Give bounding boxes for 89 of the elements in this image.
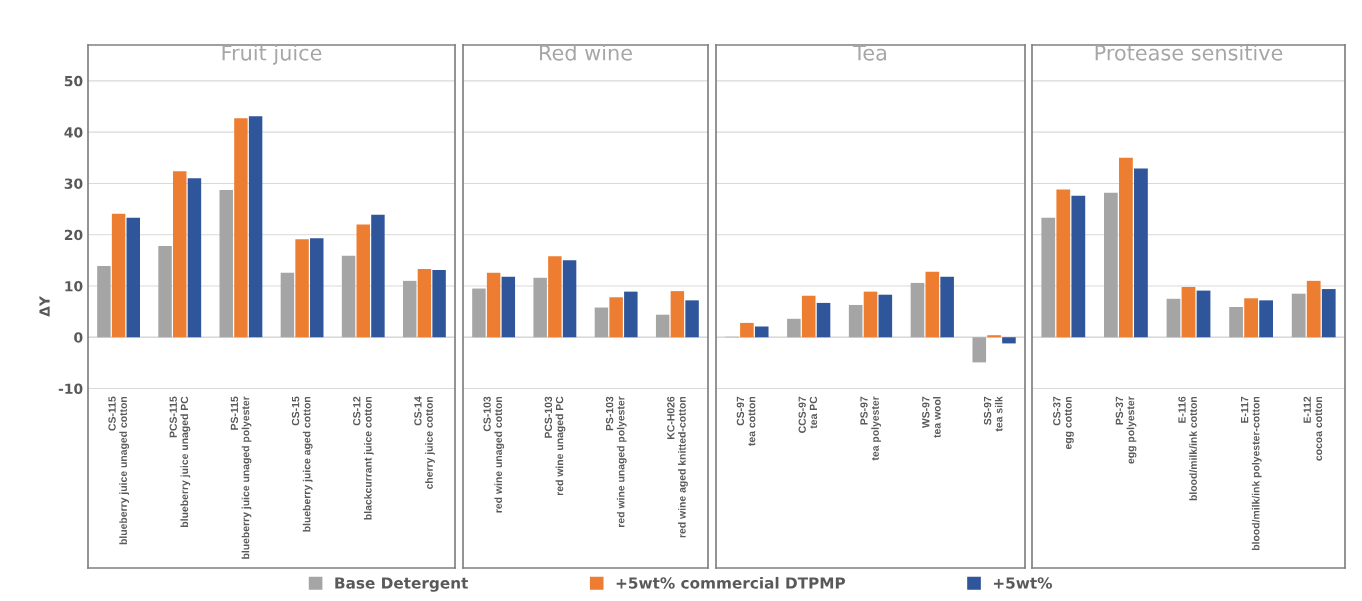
x-tick-label: WS-97 tea wool [922, 396, 941, 438]
bar [925, 271, 940, 338]
y-tick-label: 0 [74, 332, 83, 343]
bar [310, 238, 324, 338]
bar [97, 265, 111, 338]
x-tick-label: PCS-103 red wine unaged PC [544, 396, 566, 496]
x-tick-label: CCS-97 tea PC [798, 396, 818, 433]
bar [740, 322, 754, 338]
bar [501, 276, 516, 338]
bar [972, 337, 987, 363]
bar [1103, 192, 1118, 338]
bar [594, 307, 609, 338]
x-tick-label: CS-15 blueberry juice aged cotton [291, 396, 313, 532]
x-tick-label: SS-97 tea silk [983, 396, 1003, 432]
y-axis-title: ΔY [39, 295, 50, 317]
bar [234, 118, 248, 338]
bar [472, 288, 486, 338]
bar [878, 294, 893, 338]
x-tick-label: CS-37 egg cotton [1053, 396, 1074, 450]
bar [173, 171, 187, 338]
chart-title: Protease sensitive [1095, 44, 1283, 61]
bar [685, 300, 699, 338]
x-tick-label: E-116 blood/milk/ink cotton [1178, 396, 1198, 501]
y-tick-label: 40 [64, 127, 83, 138]
legend-label: +5wt% [993, 577, 1053, 589]
bar [609, 297, 623, 338]
bar [624, 291, 638, 338]
bar [670, 291, 685, 338]
bar [1229, 307, 1243, 338]
bar [417, 269, 432, 338]
bar [403, 280, 417, 338]
y-tick-label: 30 [64, 178, 83, 189]
bar [754, 326, 769, 338]
bar [1291, 293, 1306, 338]
bar [816, 302, 831, 338]
bar [371, 214, 385, 338]
bar [1056, 189, 1071, 338]
bar [248, 116, 263, 338]
bar [158, 246, 172, 338]
bar [1181, 287, 1196, 338]
x-tick-label: KC-H026 red wine aged knitted-cotton [667, 396, 688, 538]
y-tick-label: -10 [58, 383, 83, 395]
bar [432, 270, 446, 338]
bar [1002, 337, 1016, 344]
bar [1196, 290, 1211, 338]
bar [801, 295, 816, 338]
bar [1166, 298, 1181, 338]
bar [655, 314, 670, 338]
y-tick-label: 10 [65, 280, 83, 292]
bar [1071, 195, 1086, 338]
x-tick-label: PS-97 tea polyester [860, 396, 881, 461]
bar [1244, 298, 1258, 338]
x-tick-label: PS-103 red wine unaged polyester [605, 396, 627, 527]
bar [1134, 168, 1148, 338]
bar [219, 190, 233, 338]
bar [341, 255, 356, 338]
x-tick-label: PCS-115 blueberry juice unaged PC [169, 396, 191, 527]
bar [1306, 280, 1321, 338]
bar [548, 256, 562, 338]
bar [111, 213, 126, 338]
bar [1259, 300, 1274, 338]
x-tick-label: PS-37 egg polyester [1115, 396, 1137, 464]
bar [356, 224, 370, 338]
chart-title: Red wine [540, 44, 632, 61]
chart-title: Fruit juice [222, 44, 322, 65]
bar [1321, 289, 1336, 338]
bar [848, 304, 863, 338]
x-tick-label: PS-115 blueberry juice unaged polyester [230, 396, 252, 559]
bar [295, 239, 309, 338]
bar [940, 276, 954, 338]
y-tick-label: 20 [64, 229, 83, 241]
bar [486, 272, 501, 338]
bar [533, 277, 547, 338]
x-tick-label: CS-115 blueberry juice unaged cotton [108, 396, 130, 545]
legend-label: Base Detergent [335, 577, 469, 592]
bar [562, 260, 577, 338]
bar [126, 217, 140, 338]
bar [987, 335, 1001, 338]
chart-title: Tea [853, 45, 886, 61]
bar [187, 178, 202, 338]
bar [863, 291, 878, 338]
x-tick-label: CS-97 tea cotton [736, 396, 756, 446]
bar [787, 318, 801, 338]
y-tick-label: 50 [64, 75, 83, 87]
bar [1041, 217, 1056, 338]
bar [910, 282, 925, 338]
bar [1119, 157, 1133, 338]
legend-label: +5wt% commercial DTPMP [616, 576, 846, 589]
bar [280, 272, 295, 338]
